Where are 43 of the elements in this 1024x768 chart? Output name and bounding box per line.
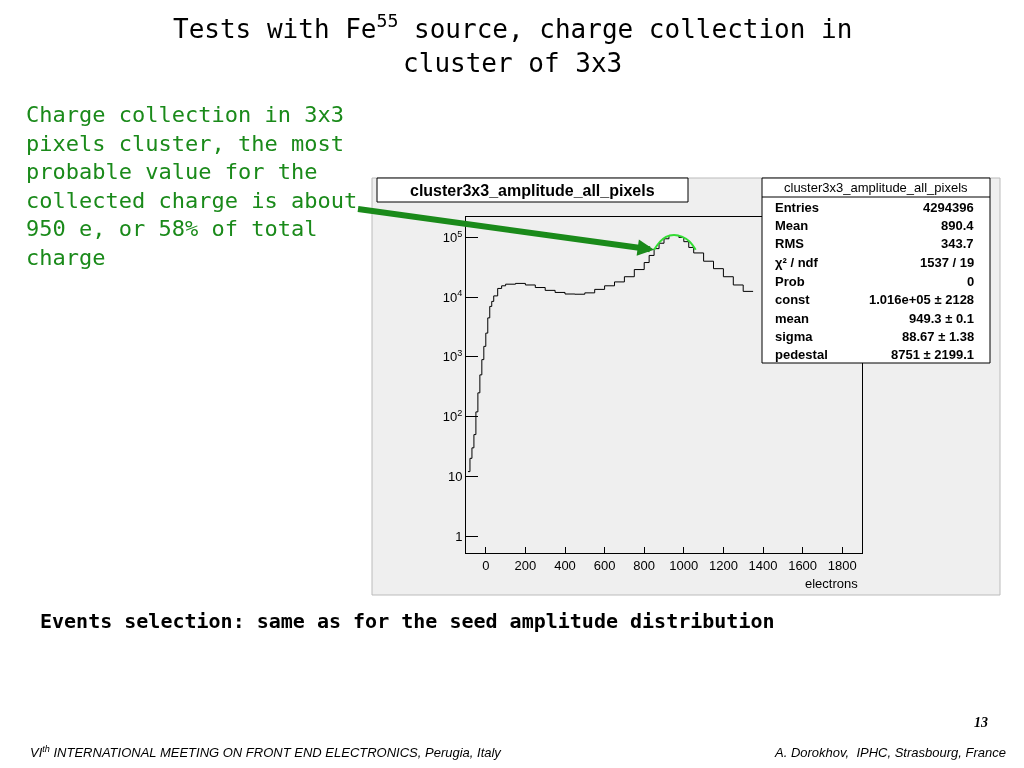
- annotation: Charge collection in 3x3 pixels cluster, the most probable value for the collected charge is about 950 e, or 58% of total charge: [26, 102, 358, 270]
- text: 13: [974, 715, 988, 730]
- y-tick-label: 10$^{3}$: [442, 347, 463, 365]
- chart-title: Tests with Fe$^{55}$ source, charge collection in cluster of 3x3: [173, 10, 853, 78]
- text: Entries: [775, 200, 820, 215]
- text: 343.7: [941, 236, 974, 251]
- text: 4294396: [923, 200, 974, 215]
- x-tick-label: 1600: [788, 557, 818, 573]
- text: 0: [967, 274, 975, 289]
- y-tick-label: 10$^{2}$: [442, 407, 463, 425]
- text: 949.3 ± 0.1: [909, 311, 974, 326]
- x-tick-label: 800: [633, 557, 656, 573]
- text: VI$^{th}$ INTERNATIONAL MEETING ON FRONT END ELECTRONICS, Perugia, Italy: [30, 744, 503, 761]
- text: A. Dorokhov, IPHC, Strasbourg, France: [774, 745, 1006, 760]
- text: 8751 ± 2199.1: [891, 347, 975, 362]
- x-axis-title: electrons: [805, 576, 859, 591]
- annotation: Prob: [775, 274, 805, 289]
- annotation: const: [775, 292, 811, 307]
- text: cluster3x3_amplitude_all_pixels: [410, 182, 655, 199]
- text: 88.67 ± 1.38: [902, 329, 975, 344]
- x-tick-label: 1200: [708, 557, 738, 573]
- annotation: mean: [775, 311, 810, 326]
- annotation: Mean: [775, 218, 809, 233]
- text: cluster3x3_amplitude_all_pixels: [784, 180, 969, 195]
- annotation: pedestal: [775, 347, 828, 362]
- x-tick-label: 200: [514, 557, 537, 573]
- annotation: RMS: [775, 236, 805, 251]
- annotation: sigma: [775, 329, 814, 344]
- annotation: χ² / ndf: [775, 255, 819, 270]
- y-tick-label: 10$^{5}$: [442, 228, 463, 245]
- y-tick-label: 1: [455, 528, 463, 544]
- y-tick-label: 10: [447, 468, 463, 484]
- x-tick-label: 0: [482, 557, 490, 573]
- x-tick-label: 1800: [827, 557, 857, 573]
- x-tick-label: 600: [593, 557, 616, 573]
- x-tick-label: 400: [554, 557, 576, 573]
- text: Events selection: same as for the seed amplitude distribution: [40, 609, 775, 633]
- text: 1537 / 19: [920, 255, 975, 270]
- x-tick-label: 1000: [669, 557, 699, 573]
- x-tick-label: 1400: [748, 557, 778, 573]
- text: 1.016e+05 ± 2128: [869, 292, 975, 307]
- text: 890.4: [941, 218, 975, 233]
- y-tick-label: 10$^{4}$: [442, 288, 463, 305]
